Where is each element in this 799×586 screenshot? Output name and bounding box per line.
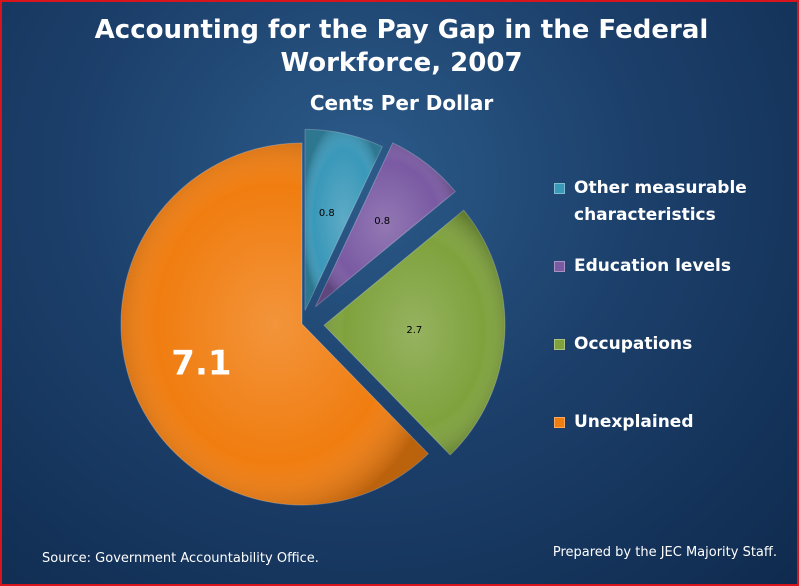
chart-title-line-2: Workforce, 2007 xyxy=(280,48,523,78)
legend-label-unexplained: Unexplained xyxy=(574,412,694,432)
legend-label-occupations: Occupations xyxy=(574,334,693,354)
chart-title: Accounting for the Pay Gap in the Federa… xyxy=(2,14,797,80)
data-label-unexplained: 7.1 xyxy=(171,343,231,383)
data-label-education-levels: 0.8 xyxy=(374,216,390,227)
data-label-other-measurable-characteristics: 0.8 xyxy=(319,208,335,219)
legend-label-other-line-2: characteristics xyxy=(574,205,716,225)
pie-slice-occupations xyxy=(323,209,506,456)
chart-title-line-1: Accounting for the Pay Gap in the Federa… xyxy=(94,15,709,45)
legend-swatch-other xyxy=(554,183,565,194)
chart-subtitle: Cents Per Dollar xyxy=(309,91,494,115)
legend-item-occupations: Occupations xyxy=(554,331,692,358)
source-note: Source: Government Accountability Office… xyxy=(42,551,319,566)
legend-label-other: Other measurable characteristics xyxy=(574,175,747,229)
legend-label-other-line-1: Other measurable xyxy=(574,178,747,198)
legend-item-other-measurable-characteristics: Other measurable characteristics xyxy=(554,175,747,229)
pie-slice-education-levels xyxy=(315,142,456,308)
pie-slice-unexplained xyxy=(120,142,429,506)
legend-item-unexplained: Unexplained xyxy=(554,409,694,436)
legend-swatch-education xyxy=(554,261,565,272)
legend-label-education: Education levels xyxy=(574,256,732,276)
prepared-by-note: Prepared by the JEC Majority Staff. xyxy=(552,545,777,560)
legend-swatch-occupations xyxy=(554,339,565,350)
legend-swatch-unexplained xyxy=(554,417,565,428)
data-label-occupations: 2.7 xyxy=(406,325,422,336)
pie-slice-other-measurable-characteristics xyxy=(304,128,383,311)
legend-item-education-levels: Education levels xyxy=(554,253,731,280)
